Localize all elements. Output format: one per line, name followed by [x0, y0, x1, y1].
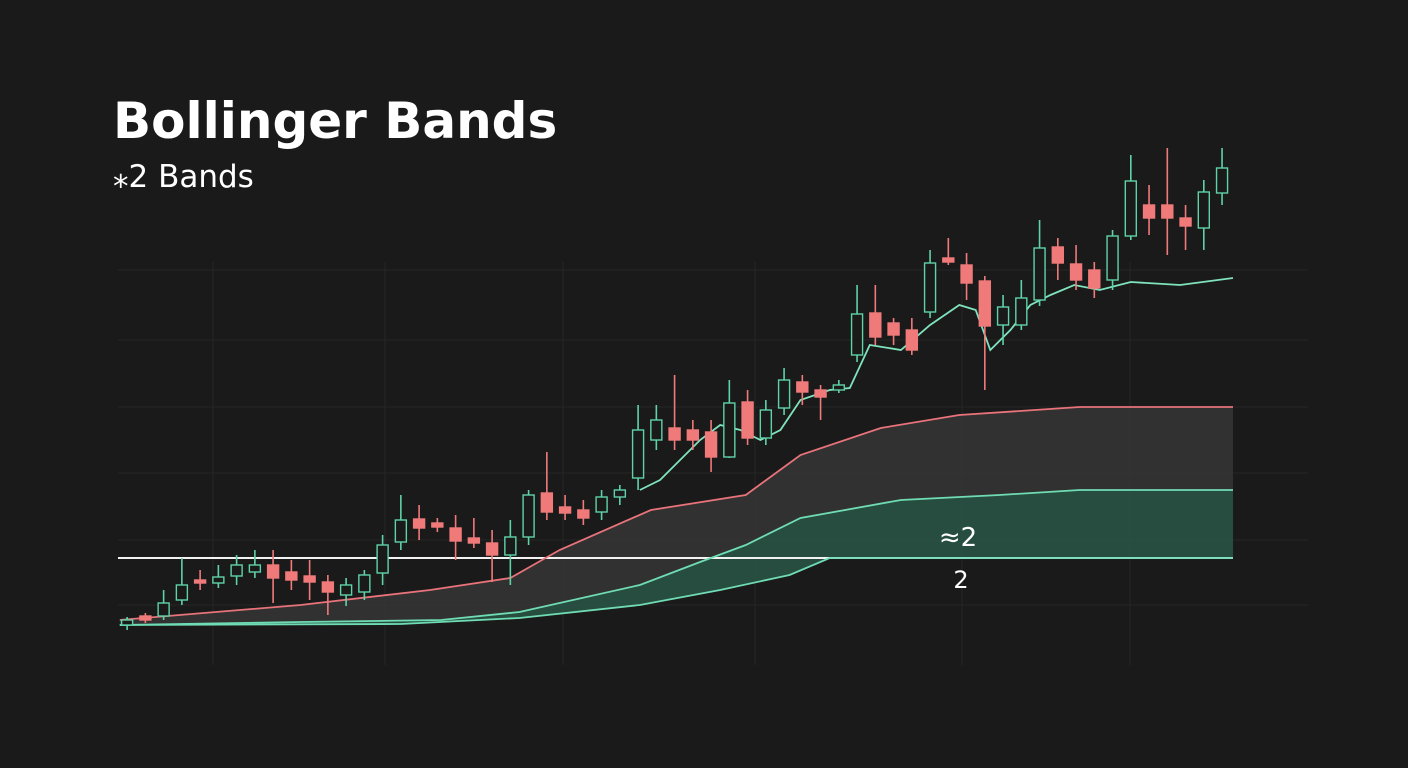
candle-body — [467, 537, 481, 544]
candle-body — [759, 409, 773, 439]
candle-body — [504, 536, 517, 556]
candle-body — [193, 579, 207, 584]
candle-body — [339, 584, 353, 596]
candle-body — [157, 602, 170, 617]
candle-body — [887, 322, 900, 336]
band-fill — [119, 490, 1234, 625]
candle-body — [1088, 269, 1101, 289]
candle-body — [814, 389, 827, 398]
candle-body — [431, 522, 444, 528]
candle-body — [449, 527, 462, 542]
band-line — [119, 557, 1233, 626]
candle-body — [978, 280, 992, 327]
candle-body — [704, 431, 718, 458]
candle-body — [960, 264, 973, 284]
candle-body — [1142, 204, 1156, 219]
candle-body — [1215, 167, 1229, 194]
candle-body — [595, 496, 608, 513]
candle-body — [212, 576, 225, 584]
candle-body — [412, 518, 426, 529]
candle-body — [1124, 180, 1138, 237]
candle-body — [485, 542, 499, 556]
candle-body — [1069, 263, 1083, 281]
candle-body — [942, 257, 955, 263]
candle-body — [777, 379, 791, 409]
candle-body — [139, 615, 152, 621]
chart-subtitle: ⁎2 Bands — [113, 159, 254, 195]
candle-body — [686, 429, 700, 441]
chart-title: Bollinger Bands — [113, 92, 557, 150]
candle-body — [869, 312, 882, 338]
candle-body — [923, 262, 937, 313]
candle-body — [120, 619, 134, 626]
candle-body — [1106, 235, 1119, 281]
candle-body — [230, 564, 243, 577]
candle-body — [248, 564, 262, 573]
candle-body — [358, 574, 371, 593]
candle-body — [832, 384, 846, 391]
candle-body — [303, 575, 316, 583]
candle-body — [394, 519, 408, 543]
candle-body — [613, 489, 627, 498]
candle-body — [266, 564, 280, 579]
candle-body — [668, 427, 681, 441]
candle-body — [905, 329, 919, 351]
candle-body — [1015, 297, 1028, 326]
candle-body — [850, 313, 864, 356]
band-line — [119, 489, 1233, 626]
candle-body — [631, 429, 645, 479]
candle-body — [321, 581, 335, 593]
candle-body — [1197, 191, 1211, 229]
candle-body — [558, 506, 572, 514]
candle-body — [650, 419, 663, 441]
candle-body — [741, 401, 754, 439]
candle-body — [1033, 247, 1046, 301]
candle-body — [723, 402, 736, 458]
candle-body — [376, 544, 389, 574]
candle-body — [996, 306, 1010, 326]
band-fill — [119, 407, 1234, 625]
band-line — [119, 406, 1233, 621]
candle-body — [540, 492, 554, 513]
candle-body — [175, 584, 189, 601]
reference-label: 2 — [953, 566, 968, 594]
candle-body — [285, 571, 298, 581]
candle-body — [1179, 217, 1192, 227]
candle-body — [796, 381, 809, 393]
candle-body — [522, 494, 535, 538]
candle-body — [1161, 204, 1174, 219]
reference-label: ≈2 — [939, 523, 977, 553]
candle-body — [1051, 246, 1065, 264]
candle-body — [577, 509, 590, 519]
